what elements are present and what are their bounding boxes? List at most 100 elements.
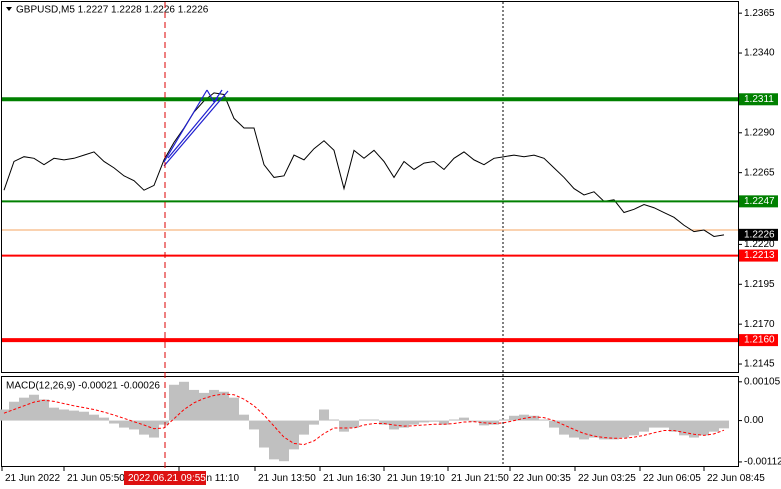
level-label: 1.2213 xyxy=(744,250,775,261)
y-tick-label: 1.2290 xyxy=(744,127,775,138)
macd-bar xyxy=(539,419,549,421)
macd-bar xyxy=(619,420,629,438)
signal-line xyxy=(3,393,725,446)
x-tick-label: 21 Jun 2022 xyxy=(5,473,60,484)
macd-bar xyxy=(109,420,119,424)
trend-lines xyxy=(163,89,229,167)
macd-bar xyxy=(569,420,579,438)
macd-bar xyxy=(349,420,359,428)
macd-bar xyxy=(49,407,59,421)
y-tick-label: 1.2195 xyxy=(744,279,775,290)
macd-bar xyxy=(329,419,339,421)
macd-bar xyxy=(709,420,719,432)
trend-line xyxy=(163,89,208,163)
plot: 1.2365 1.2340 1.2290 1.2265 1.2220 1.2195 1.21… xyxy=(0,8,781,468)
x-tick-label: 21 Jun 13:50 xyxy=(258,473,316,484)
macd-bar xyxy=(689,420,699,438)
x-tick-label: 22 Jun 03:25 xyxy=(578,473,636,484)
title-arrow xyxy=(6,7,12,11)
macd-bar xyxy=(79,411,89,421)
macd-bar xyxy=(669,420,679,432)
macd-bar xyxy=(469,420,479,422)
x-tick-label: 21 Jun 16:30 xyxy=(323,473,381,484)
macd-bar xyxy=(489,420,499,425)
macd-bar xyxy=(249,420,259,430)
macd-bar xyxy=(229,397,239,421)
macd-bar xyxy=(129,420,139,430)
macd-bar xyxy=(409,420,419,425)
y-tick-label: -0.00112 xyxy=(744,457,781,468)
macd-bar xyxy=(609,420,619,440)
macd-bar xyxy=(59,409,69,421)
macd-bar xyxy=(699,420,709,436)
x-tick-label: 21 Jun 05:50 xyxy=(67,473,125,484)
y-tick-label: 1.2265 xyxy=(744,167,775,178)
macd-bar xyxy=(599,420,609,440)
level-label-box xyxy=(739,228,778,241)
macd-bar xyxy=(239,414,249,421)
x-tick-label: 22 Jun 06:05 xyxy=(643,473,701,484)
macd-bar xyxy=(0,409,9,421)
macd-bar xyxy=(439,420,449,425)
macd-bar xyxy=(449,419,459,421)
level-label-box xyxy=(739,195,778,208)
y-tick-label: 1.2170 xyxy=(744,319,775,330)
macd-bar xyxy=(89,414,99,421)
x-tick-label: 21 Jun 19:10 xyxy=(387,473,445,484)
macd-bar xyxy=(289,420,299,450)
macd-bar xyxy=(419,420,429,423)
macd-bar xyxy=(509,415,519,421)
macd-bar xyxy=(179,381,189,421)
macd-bar xyxy=(19,397,29,421)
y-tick-label: 0.00 xyxy=(744,415,764,426)
macd-bar xyxy=(429,420,439,422)
macd-bar xyxy=(199,392,209,421)
macd-bar xyxy=(39,399,49,421)
trend-line xyxy=(213,89,223,103)
macd-bar xyxy=(339,420,349,432)
macd-bar xyxy=(169,384,179,421)
macd-pane-border xyxy=(1,376,739,467)
y-tick-label: 1.2220 xyxy=(744,239,775,250)
macd-bar xyxy=(399,420,409,428)
macd-bar xyxy=(369,419,379,421)
macd-bar xyxy=(679,420,689,436)
macd-bar xyxy=(29,394,39,421)
level-label: 1.2160 xyxy=(744,335,775,346)
macd-bar xyxy=(139,420,149,435)
macd-bar xyxy=(159,420,169,425)
macd-bar xyxy=(209,389,219,421)
macd-bar xyxy=(549,420,559,428)
x-tick-label: 22 Jun 00:35 xyxy=(513,473,571,484)
macd-title: MACD(12,26,9) -0.00021 -0.00026 xyxy=(6,381,160,392)
level-label-box xyxy=(739,334,778,347)
macd-bar xyxy=(319,409,329,421)
macd-bar xyxy=(719,420,729,429)
macd-bar xyxy=(259,420,269,448)
x-tick-label: 21 Jun 21:50 xyxy=(451,473,509,484)
macd-bar xyxy=(459,417,469,421)
x-tick-label: 22 Jun 08:45 xyxy=(707,473,765,484)
level-label-box xyxy=(739,249,778,262)
macd-bar xyxy=(559,420,569,435)
x-axis: 21 Jun 2022 21 Jun 05:50 21 Jun 11:10 21 Ju… xyxy=(1,467,765,484)
price-pane-border xyxy=(1,1,739,373)
macd-bar xyxy=(269,420,279,460)
macd-bar xyxy=(99,417,109,421)
macd-bar xyxy=(69,410,79,421)
macd-bar xyxy=(299,420,309,435)
macd-bar xyxy=(649,420,659,428)
trend-line xyxy=(167,97,219,159)
crosshair-label: 2022.06.21 09:55 xyxy=(128,473,206,484)
y-tick-label: 1.2365 xyxy=(744,8,775,19)
macd-bar xyxy=(579,420,589,440)
macd-bar xyxy=(499,419,509,421)
x-tick-label: 21 Jun 11:10 xyxy=(182,473,240,484)
macd-bar xyxy=(189,389,199,421)
y-tick-label: 1.2340 xyxy=(744,48,775,59)
level-label: 1.2226 xyxy=(744,229,775,240)
crosshair-box xyxy=(124,471,206,485)
macd-bar xyxy=(9,401,19,421)
